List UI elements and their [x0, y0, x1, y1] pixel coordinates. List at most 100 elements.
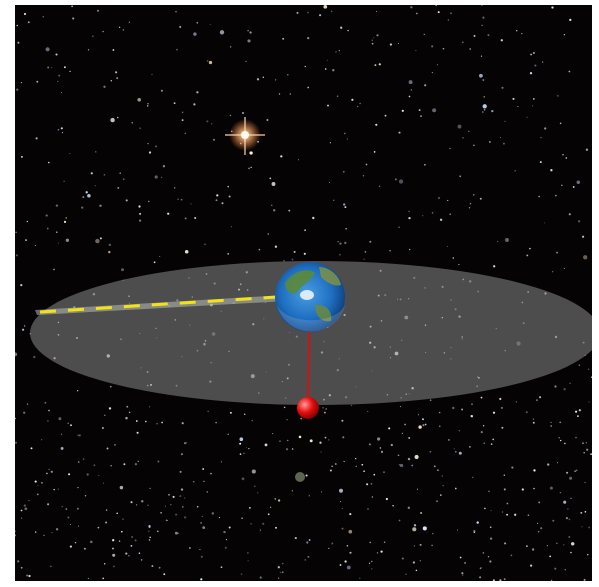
- star: [339, 253, 341, 256]
- star: [128, 21, 130, 23]
- star: [554, 385, 557, 388]
- star: [563, 388, 566, 391]
- star: [289, 93, 291, 95]
- star: [135, 420, 138, 422]
- star: [180, 488, 184, 491]
- star: [559, 122, 562, 125]
- star: [532, 105, 534, 107]
- star: [304, 65, 306, 68]
- star: [454, 450, 457, 453]
- star: [429, 450, 432, 453]
- star: [580, 511, 583, 514]
- star: [492, 411, 496, 414]
- star: [398, 179, 404, 184]
- star: [65, 217, 68, 219]
- star: [458, 451, 462, 455]
- star: [262, 76, 265, 79]
- star: [473, 529, 476, 533]
- star: [461, 41, 464, 44]
- star: [176, 48, 178, 51]
- star: [399, 463, 404, 468]
- star: [329, 142, 332, 144]
- star: [581, 526, 583, 528]
- star: [48, 409, 50, 412]
- star: [348, 529, 353, 534]
- star: [177, 198, 179, 201]
- star: [55, 53, 58, 56]
- star: [157, 460, 160, 463]
- star: [134, 463, 138, 466]
- star: [384, 114, 387, 117]
- star: [328, 181, 331, 184]
- star: [550, 425, 553, 427]
- star: [279, 440, 281, 442]
- star: [16, 88, 19, 91]
- star: [200, 555, 203, 558]
- star: [271, 204, 273, 206]
- star: [67, 516, 70, 519]
- star: [500, 406, 503, 409]
- star: [181, 111, 184, 114]
- star: [458, 263, 460, 266]
- star: [125, 199, 128, 202]
- star: [250, 523, 252, 525]
- star: [367, 410, 369, 412]
- star: [16, 24, 18, 27]
- star: [482, 425, 485, 427]
- star: [558, 436, 560, 439]
- star: [446, 245, 449, 248]
- star: [473, 34, 476, 37]
- star: [15, 352, 18, 357]
- star: [398, 464, 401, 466]
- star: [491, 109, 494, 113]
- star: [363, 470, 365, 473]
- star: [559, 421, 562, 424]
- star: [163, 573, 166, 576]
- star: [90, 540, 93, 544]
- star: [294, 537, 297, 540]
- star: [17, 560, 20, 563]
- earth-icon: [275, 262, 345, 332]
- star: [192, 480, 195, 483]
- star: [303, 252, 306, 255]
- star: [377, 437, 381, 441]
- star: [362, 175, 365, 177]
- star: [585, 148, 589, 151]
- star: [228, 526, 231, 529]
- star: [578, 409, 581, 412]
- star: [344, 560, 347, 563]
- star: [515, 29, 518, 32]
- star: [103, 562, 106, 565]
- star: [173, 102, 176, 105]
- star: [344, 206, 347, 209]
- star: [341, 507, 343, 509]
- star: [538, 195, 540, 198]
- star: [146, 105, 149, 107]
- star: [36, 80, 39, 83]
- star: [47, 503, 50, 506]
- bright-star-icon: [225, 117, 265, 155]
- star: [355, 465, 357, 467]
- star: [36, 493, 39, 496]
- star: [325, 408, 327, 410]
- star: [63, 220, 67, 223]
- star: [328, 439, 330, 441]
- star: [383, 471, 385, 474]
- star: [385, 497, 389, 501]
- star: [324, 436, 327, 439]
- star: [76, 507, 79, 510]
- star: [469, 48, 471, 50]
- star: [148, 539, 151, 541]
- star: [144, 420, 147, 423]
- star: [378, 63, 381, 66]
- star: [429, 399, 432, 401]
- star: [137, 98, 141, 102]
- star: [140, 559, 143, 561]
- star: [539, 396, 542, 399]
- star: [374, 64, 377, 67]
- star: [487, 556, 490, 558]
- star: [87, 577, 90, 580]
- star: [405, 573, 407, 575]
- star: [46, 472, 48, 475]
- star: [483, 96, 485, 98]
